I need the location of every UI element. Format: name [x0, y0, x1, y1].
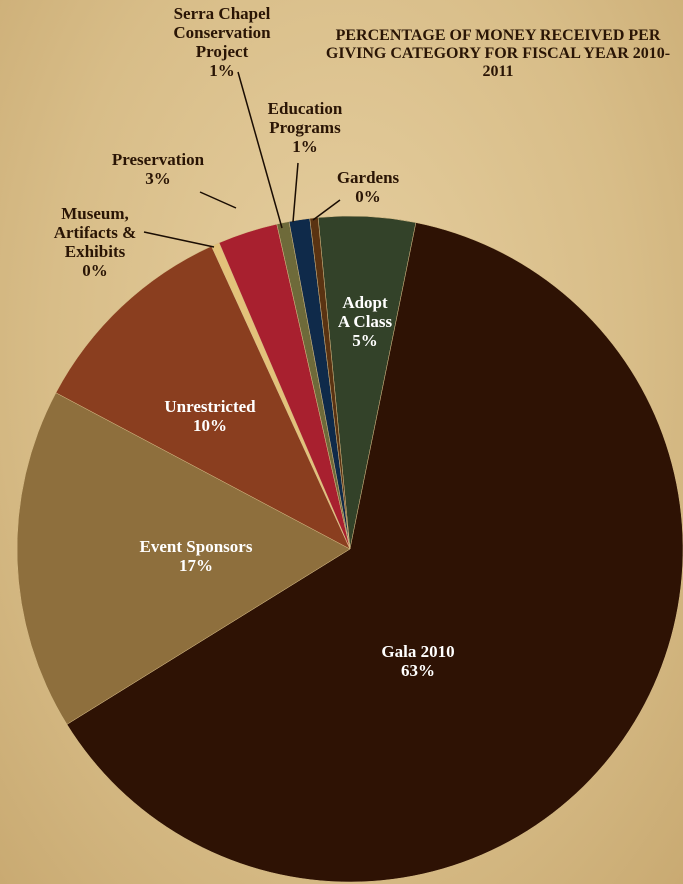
- slice-label: Gardens 0%: [318, 168, 418, 206]
- category-label: Gardens: [336, 168, 400, 187]
- value-label: 63%: [401, 661, 435, 680]
- slice-label: Serra Chapel Conservation Project 1%: [162, 4, 282, 80]
- leader-line: [143, 231, 215, 248]
- category-label: Serra Chapel Conservation Project: [173, 4, 271, 61]
- value-label: 1%: [209, 61, 235, 80]
- slice-label: Education Programs 1%: [255, 99, 355, 156]
- leader-line: [199, 191, 237, 209]
- pie-slice: [66, 222, 683, 883]
- slice-label: Preservation 3%: [88, 150, 228, 188]
- pie-slice: [16, 392, 351, 725]
- leader-line: [312, 199, 341, 221]
- value-label: 3%: [145, 169, 171, 188]
- category-label: Gala 2010: [381, 642, 455, 661]
- value-label: 5%: [352, 331, 378, 350]
- pie-slice: [309, 217, 351, 550]
- category-label: Event Sponsors: [139, 537, 253, 556]
- value-label: 0%: [355, 187, 381, 206]
- slice-label: Unrestricted 10%: [130, 397, 290, 435]
- slice-label: Museum, Artifacts & Exhibits 0%: [45, 204, 145, 280]
- pie: [16, 215, 683, 883]
- slice-label: Gala 2010 63%: [343, 642, 493, 680]
- category-label: Education Programs: [267, 99, 343, 137]
- value-label: 17%: [179, 556, 213, 575]
- slice-label: Adopt A Class 5%: [335, 293, 395, 350]
- category-label: Unrestricted: [164, 397, 256, 416]
- value-label: 1%: [292, 137, 318, 156]
- category-label: Preservation: [111, 150, 205, 169]
- slice-label: Event Sponsors 17%: [96, 537, 296, 575]
- leader-line: [292, 162, 299, 223]
- value-label: 0%: [82, 261, 108, 280]
- category-label: Adopt A Class: [337, 293, 393, 331]
- pie-slice: [55, 245, 351, 550]
- leader-line: [237, 71, 283, 229]
- value-label: 10%: [193, 416, 227, 435]
- chart-title: PERCENTAGE OF MONEY RECEIVED PER GIVING …: [325, 27, 671, 80]
- leader-lines: [143, 71, 341, 248]
- category-label: Museum, Artifacts & Exhibits: [53, 204, 137, 261]
